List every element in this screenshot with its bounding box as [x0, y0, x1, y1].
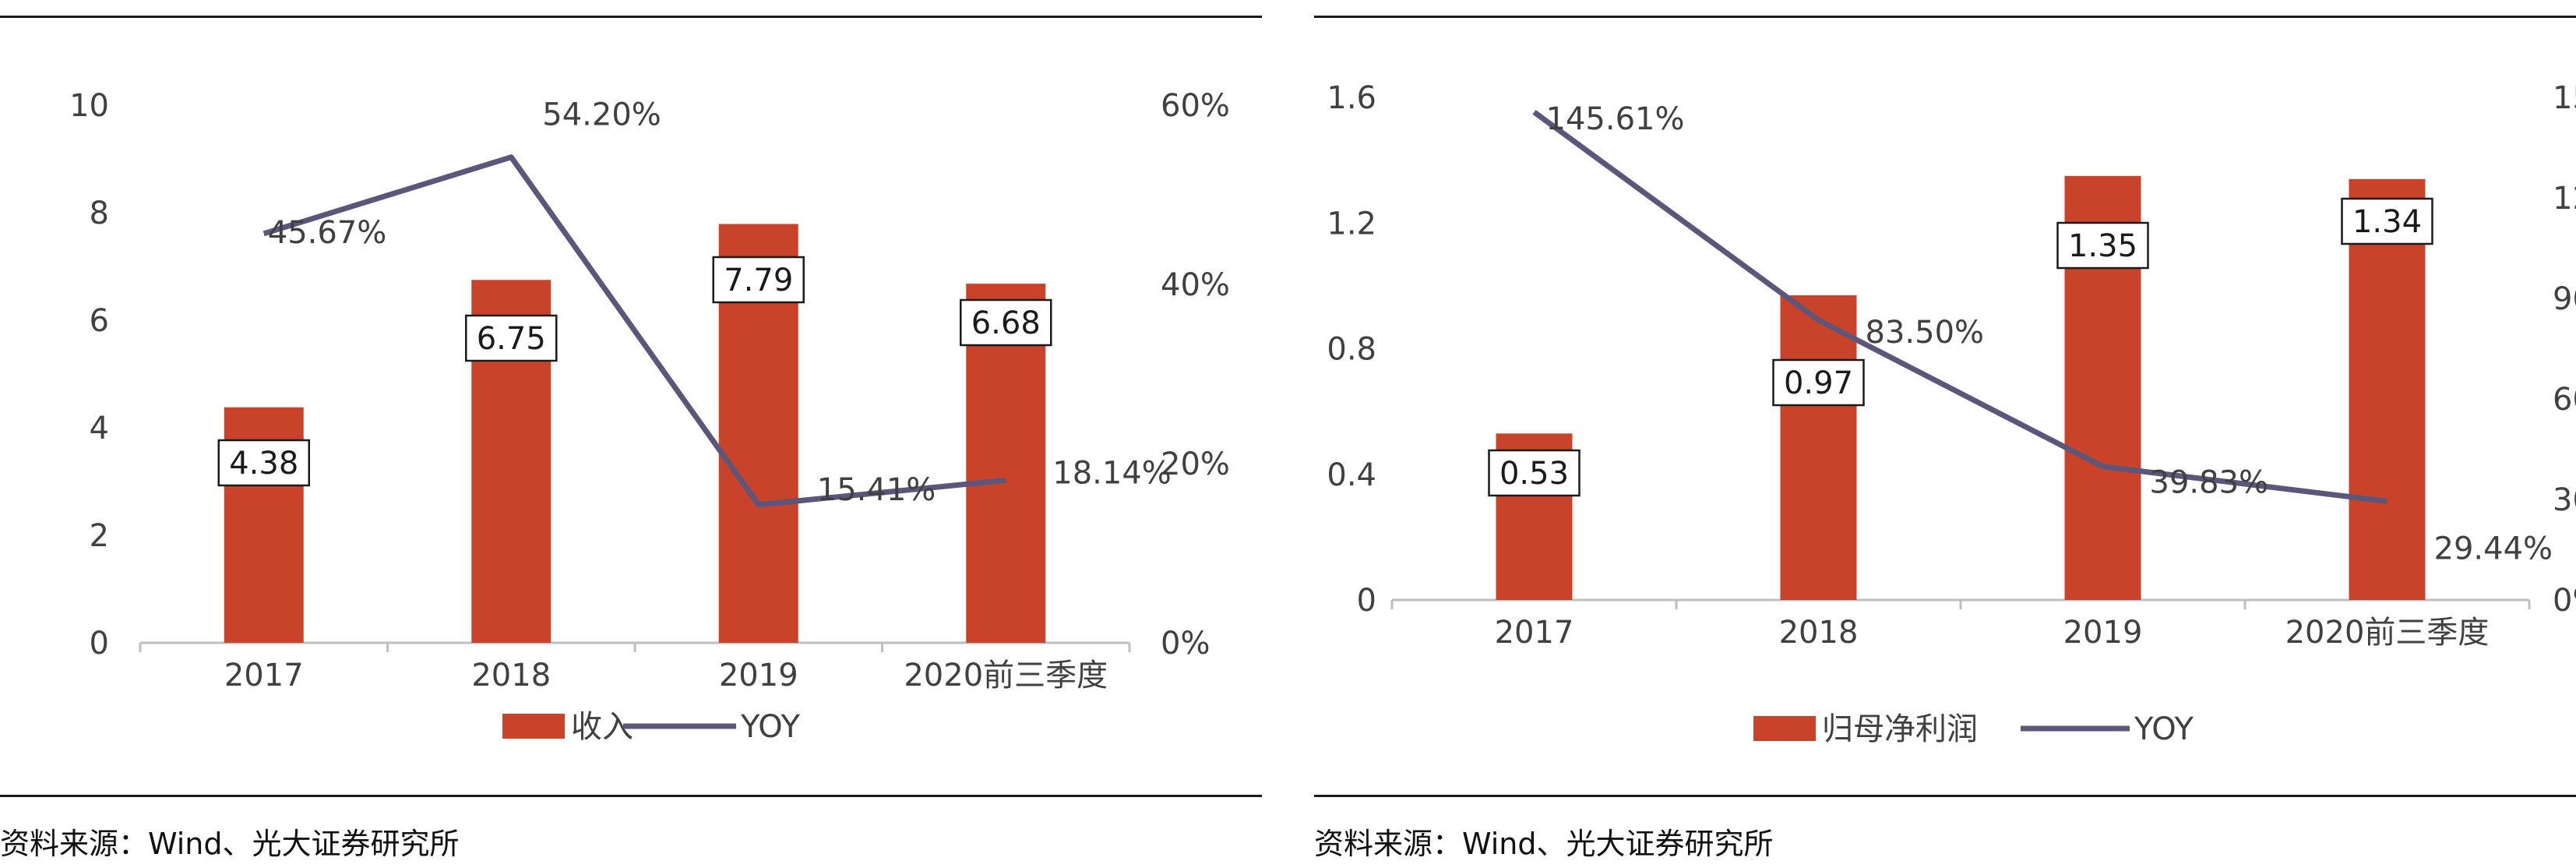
right-axis-tick-label: 40% — [1161, 267, 1230, 303]
left-axis-tick-label: 8 — [90, 196, 109, 231]
net-profit-chart-panel: 0 0.4 0.8 1.2 1.6 0% 30% 60% 90% 120% 150% 2017 2018… — [1314, 0, 2576, 868]
top-rule — [0, 16, 1262, 18]
bar — [2349, 178, 2426, 600]
bar-value-label-box — [2056, 221, 2149, 270]
bar-value-label: 4.38 — [229, 446, 298, 482]
category-label: 2019 — [719, 658, 798, 693]
bar-value-label-box — [217, 439, 310, 487]
left-axis-tick-label: 1.2 — [1327, 206, 1376, 242]
left-axis-tick-label: 0 — [90, 626, 109, 662]
revenue-chart: 0 2 4 6 8 10 0% 20% 40% 60% 2017 2018 2019 2020前三季度 4.… — [69, 88, 1230, 745]
category-label: 2020前三季度 — [904, 658, 1108, 693]
right-axis-tick-label: 90% — [2553, 281, 2576, 317]
legend-bar-swatch — [1753, 716, 1816, 741]
bar-value-label: 6.68 — [971, 305, 1041, 341]
right-axis-tick-label: 60% — [2553, 382, 2576, 418]
legend-line-label: YOY — [740, 709, 801, 745]
bar — [1780, 295, 1857, 600]
yoy-line — [263, 154, 1006, 508]
right-axis-tick-label: 20% — [1161, 446, 1230, 482]
bar-value-label: 0.97 — [1784, 365, 1853, 401]
left-axis-tick-label: 2 — [90, 518, 109, 554]
bar-value-label: 1.35 — [2068, 228, 2137, 264]
line-value-label: 145.61% — [1546, 101, 1685, 137]
line-value-label: 18.14% — [1052, 455, 1172, 491]
category-label: 2017 — [1495, 615, 1574, 651]
right-axis-tick-label: 0% — [2553, 583, 2576, 619]
line-value-label: 15.41% — [817, 472, 936, 508]
legend-bar-label: 归母净利润 — [1822, 711, 1978, 747]
bottom-rule — [0, 795, 1262, 797]
left-axis-tick-label: 10 — [69, 88, 109, 124]
left-axis-tick-label: 4 — [90, 411, 109, 446]
bar-value-label-box — [1488, 449, 1580, 497]
left-axis-tick-label: 1.6 — [1327, 80, 1376, 116]
category-label: 2018 — [1779, 615, 1859, 651]
right-axis-tick-label: 150% — [2553, 80, 2576, 116]
category-label: 2018 — [471, 658, 551, 693]
left-axis-tick-label: 0 — [1357, 583, 1376, 619]
line-value-label: 29.44% — [2434, 531, 2553, 566]
right-axis-tick-label: 0% — [1161, 626, 1210, 662]
category-label: 2017 — [224, 658, 304, 693]
line-value-label: 54.20% — [542, 97, 661, 133]
bottom-rule — [1314, 795, 2576, 797]
bar-value-label-box — [465, 314, 558, 362]
legend-line-label: YOY — [2134, 711, 2194, 747]
legend-bar-swatch — [502, 714, 565, 739]
right-axis-tick-label: 120% — [2553, 181, 2576, 217]
line-value-label: 45.67% — [268, 215, 387, 251]
bar-value-label: 6.75 — [477, 321, 546, 357]
yoy-line — [1532, 110, 2387, 504]
bar-value-label-box — [960, 298, 1052, 347]
category-label: 2019 — [2063, 615, 2143, 651]
bar-value-label: 7.79 — [724, 263, 793, 298]
left-axis-tick-label: 0.8 — [1327, 332, 1376, 368]
right-axis-tick-label: 30% — [2553, 482, 2576, 518]
right-axis-tick-label: 60% — [1161, 88, 1230, 124]
source-note: 资料来源：Wind、光大证券研究所 — [0, 827, 460, 861]
bar-value-label: 1.34 — [2352, 204, 2422, 240]
line-value-label: 83.50% — [1866, 315, 1985, 351]
top-rule — [1314, 16, 2576, 18]
left-axis-tick-label: 0.4 — [1327, 457, 1376, 493]
legend-bar-label: 收入 — [571, 709, 633, 745]
bar-value-label-box — [712, 256, 805, 304]
category-label: 2020前三季度 — [2285, 615, 2490, 651]
net-profit-chart: 0 0.4 0.8 1.2 1.6 0% 30% 60% 90% 120% 150% 2017 2018… — [1327, 80, 2576, 747]
line-value-label: 39.83% — [2150, 465, 2269, 501]
source-note: 资料来源：Wind、光大证券研究所 — [1314, 827, 1774, 861]
bar-value-label-box — [2341, 197, 2433, 245]
bar-value-label: 0.53 — [1499, 456, 1569, 492]
revenue-chart-panel: 0 2 4 6 8 10 0% 20% 40% 60% 2017 2018 2019 2020前三季度 4.… — [0, 0, 1277, 868]
bar-value-label-box — [1772, 358, 1865, 407]
left-axis-tick-label: 6 — [90, 303, 109, 339]
